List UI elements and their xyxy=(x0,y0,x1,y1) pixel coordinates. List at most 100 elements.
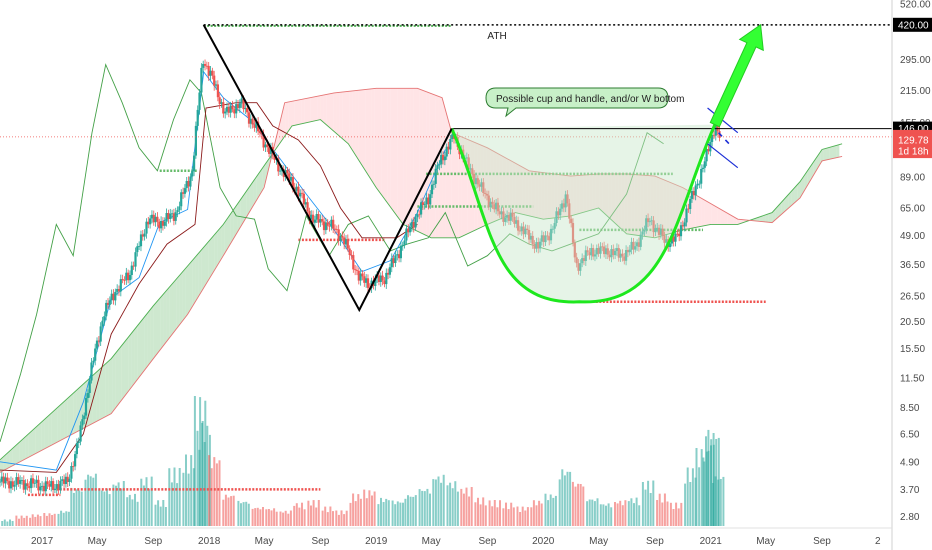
candle-body xyxy=(293,187,296,191)
candle-body xyxy=(361,273,364,277)
cloud-segment xyxy=(67,395,71,437)
x-tick-label: 2021 xyxy=(700,536,723,547)
cloud-segment xyxy=(307,97,311,123)
cloud-segment xyxy=(246,186,250,217)
cloud-segment xyxy=(310,96,314,122)
cloud-segment xyxy=(531,171,536,218)
candle-body xyxy=(66,476,69,482)
breakout-arrow xyxy=(709,23,764,128)
cloud-segment xyxy=(387,88,391,208)
cloud-segment xyxy=(397,88,401,221)
candle-body xyxy=(570,218,573,224)
candle-body xyxy=(328,225,331,227)
cloud-segment xyxy=(112,353,116,413)
candle-body xyxy=(681,225,684,227)
candle-body xyxy=(621,253,624,257)
volume-bar xyxy=(3,519,6,526)
candle-body xyxy=(53,488,56,491)
volume-bar xyxy=(451,488,454,526)
volume-bar xyxy=(635,497,638,526)
candle-body xyxy=(507,215,510,221)
volume-bar xyxy=(571,481,574,526)
volume-bar xyxy=(337,514,340,526)
candle-body xyxy=(528,230,531,240)
cloud-segment xyxy=(275,127,279,150)
cloud-segment xyxy=(499,154,503,220)
volume-bar xyxy=(193,396,196,526)
candle-body xyxy=(147,221,150,225)
cloud-segment xyxy=(6,451,10,469)
cloud-segment xyxy=(759,215,763,222)
cloud-segment xyxy=(259,167,263,196)
volume-bar xyxy=(87,474,90,526)
candle-body xyxy=(659,228,662,235)
volume-bar xyxy=(373,491,376,526)
volume-bar xyxy=(240,503,242,526)
volume-bar xyxy=(432,479,435,526)
cloud-segment xyxy=(627,174,632,235)
volume-bar xyxy=(380,497,382,526)
cloud-segment xyxy=(368,88,372,181)
cloud-segment xyxy=(304,98,308,124)
volume-bar xyxy=(426,488,429,526)
cloud-segment xyxy=(211,234,215,276)
cloud-segment xyxy=(663,179,667,236)
candle-body xyxy=(374,278,377,286)
volume-bar xyxy=(57,513,60,526)
candle-body xyxy=(55,484,58,489)
candle-body xyxy=(112,293,115,301)
volume-bar xyxy=(103,491,106,526)
volume-bar xyxy=(11,521,14,526)
candle-body xyxy=(311,214,315,223)
volume-bar xyxy=(549,494,552,526)
cloud-segment xyxy=(820,149,824,165)
candle-body xyxy=(478,184,481,187)
volume-bar xyxy=(259,509,262,526)
candle-body xyxy=(20,480,24,481)
volume-bar xyxy=(317,500,320,526)
cloud-segment xyxy=(256,172,260,201)
price-badge xyxy=(893,144,932,159)
candle-body xyxy=(246,108,249,113)
candle-body xyxy=(326,222,329,226)
volume-bar xyxy=(196,430,199,526)
price-badge-label: 129.78 xyxy=(898,136,929,147)
candle-body xyxy=(233,109,236,114)
volume-bar xyxy=(569,471,572,526)
volume-bar xyxy=(577,483,580,526)
candle-body xyxy=(61,479,64,481)
x-tick-label: May xyxy=(255,536,274,547)
candle-body xyxy=(548,236,551,241)
candle-body xyxy=(279,170,282,172)
candle-body xyxy=(416,214,419,218)
volume-bar xyxy=(39,516,42,526)
candle-body xyxy=(41,485,44,487)
candle-body xyxy=(63,479,66,484)
volume-bar xyxy=(48,513,51,526)
candle-body xyxy=(313,219,316,223)
cloud-segment xyxy=(698,196,702,227)
candle-body xyxy=(57,484,60,491)
volume-bar xyxy=(242,502,245,526)
candle-body xyxy=(92,360,95,363)
volume-bar xyxy=(702,457,705,526)
volume-bar xyxy=(150,476,153,526)
candle-body xyxy=(207,65,210,76)
volume-bar xyxy=(710,445,712,526)
candle-body xyxy=(161,221,164,226)
candle-body xyxy=(176,210,179,213)
candle-body xyxy=(194,125,197,156)
volume-bar xyxy=(519,512,522,526)
cloud-segment xyxy=(156,297,161,354)
volume-bar xyxy=(29,517,32,526)
volume-bar xyxy=(391,500,394,526)
cloud-segment xyxy=(551,173,555,219)
cloud-segment xyxy=(76,387,81,432)
candle-body xyxy=(506,215,509,218)
candle-body xyxy=(31,478,35,484)
volume-bar xyxy=(115,485,117,526)
candle-body xyxy=(77,441,80,443)
cloud-segment xyxy=(451,132,455,238)
candle-body xyxy=(676,233,679,235)
